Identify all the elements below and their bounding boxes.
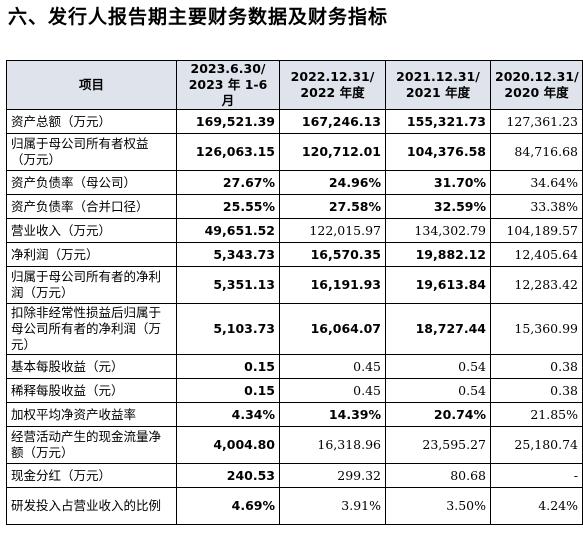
table-row: 归属于母公司所有者权益（万元） 126,063.15 120,712.01 104,3… <box>6 133 583 171</box>
table-row: 扣除非经常性损益后归属于母公司所有者的净利润（万元） 5,103.73 16,064… <box>6 303 583 355</box>
row-value: 16,064.07 <box>279 303 386 355</box>
row-value: 20.74% <box>385 402 491 427</box>
table-row: 基本每股收益（元） 0.15 0.45 0.54 0.38 <box>6 354 583 379</box>
row-value: 23,595.27 <box>385 426 491 464</box>
row-label: 基本每股收益（元） <box>6 354 177 379</box>
row-label: 资产负债率（母公司） <box>6 170 177 195</box>
row-value: 0.38 <box>490 378 583 403</box>
row-label: 经营活动产生的现金流量净额（万元） <box>6 426 177 464</box>
table-row: 净利润（万元） 5,343.73 16,570.35 19,882.12 12,405.… <box>6 242 583 267</box>
header-item: 项目 <box>6 60 177 110</box>
row-value: 33.38% <box>490 194 583 219</box>
row-value: 25.55% <box>176 194 280 219</box>
row-value: 84,716.68 <box>490 133 583 171</box>
header-2021: 2021.12.31/ 2021 年度 <box>385 60 491 110</box>
row-value: 80.68 <box>385 463 491 488</box>
row-value: 0.54 <box>385 354 491 379</box>
row-value: 16,570.35 <box>279 242 386 267</box>
row-value: 122,015.97 <box>279 218 386 243</box>
row-value: 31.70% <box>385 170 491 195</box>
row-label: 归属于母公司所有者权益（万元） <box>6 133 177 171</box>
row-value: 3.50% <box>385 487 491 525</box>
row-value: 27.67% <box>176 170 280 195</box>
row-value: 12,405.64 <box>490 242 583 267</box>
row-value: 49,651.52 <box>176 218 280 243</box>
row-value: 4.24% <box>490 487 583 525</box>
row-value: 5,351.13 <box>176 266 280 304</box>
section-title: 六、发行人报告期主要财务数据及财务指标 <box>8 6 389 28</box>
row-label: 资产负债率（合并口径） <box>6 194 177 219</box>
row-value: 4.34% <box>176 402 280 427</box>
header-2020: 2020.12.31/ 2020 年度 <box>490 60 583 110</box>
row-value: 155,321.73 <box>385 109 491 134</box>
table-row: 经营活动产生的现金流量净额（万元） 4,004.80 16,318.96 23,595… <box>6 426 583 464</box>
row-value: 5,343.73 <box>176 242 280 267</box>
row-value: 240.53 <box>176 463 280 488</box>
row-value: 134,302.79 <box>385 218 491 243</box>
row-label: 资产总额（万元） <box>6 109 177 134</box>
row-value: 34.64% <box>490 170 583 195</box>
row-value: 19,613.84 <box>385 266 491 304</box>
row-value: 4,004.80 <box>176 426 280 464</box>
row-value: 0.38 <box>490 354 583 379</box>
row-value: 169,521.39 <box>176 109 280 134</box>
row-label: 扣除非经常性损益后归属于母公司所有者的净利润（万元） <box>6 303 177 355</box>
row-value: 14.39% <box>279 402 386 427</box>
row-value: 25,180.74 <box>490 426 583 464</box>
row-value: - <box>490 463 583 488</box>
row-value: 126,063.15 <box>176 133 280 171</box>
table-row: 资产负债率（合并口径） 25.55% 27.58% 32.59% 33.38% <box>6 194 583 219</box>
table-row: 研发投入占营业收入的比例 4.69% 3.91% 3.50% 4.24% <box>6 487 583 525</box>
table-row: 归属于母公司所有者的净利润（万元） 5,351.13 16,191.93 19,613… <box>6 266 583 304</box>
table-row: 营业收入（万元） 49,651.52 122,015.97 134,302.79 104… <box>6 218 583 243</box>
row-value: 104,376.58 <box>385 133 491 171</box>
row-value: 12,283.42 <box>490 266 583 304</box>
row-label: 净利润（万元） <box>6 242 177 267</box>
row-value: 0.45 <box>279 354 386 379</box>
row-value: 15,360.99 <box>490 303 583 355</box>
row-value: 167,246.13 <box>279 109 386 134</box>
row-value: 0.15 <box>176 354 280 379</box>
row-label: 营业收入（万元） <box>6 218 177 243</box>
header-2022: 2022.12.31/ 2022 年度 <box>279 60 386 110</box>
row-value: 4.69% <box>176 487 280 525</box>
row-value: 18,727.44 <box>385 303 491 355</box>
row-value: 21.85% <box>490 402 583 427</box>
row-value: 32.59% <box>385 194 491 219</box>
row-label: 研发投入占营业收入的比例 <box>6 487 177 525</box>
row-value: 104,189.57 <box>490 218 583 243</box>
row-value: 0.15 <box>176 378 280 403</box>
row-value: 299.32 <box>279 463 386 488</box>
row-value: 24.96% <box>279 170 386 195</box>
financial-data-table: 项目 2023.6.30/ 2023 年 1-6 月 2022.12.31/ 2… <box>6 60 583 525</box>
table-row: 加权平均净资产收益率 4.34% 14.39% 20.74% 21.85% <box>6 402 583 427</box>
row-value: 5,103.73 <box>176 303 280 355</box>
row-label: 现金分红（万元） <box>6 463 177 488</box>
table-row: 资产总额（万元） 169,521.39 167,246.13 155,321.73 12… <box>6 109 583 134</box>
row-value: 27.58% <box>279 194 386 219</box>
row-value: 0.54 <box>385 378 491 403</box>
row-label: 加权平均净资产收益率 <box>6 402 177 427</box>
row-value: 120,712.01 <box>279 133 386 171</box>
row-value: 3.91% <box>279 487 386 525</box>
row-value: 16,191.93 <box>279 266 386 304</box>
row-value: 0.45 <box>279 378 386 403</box>
table-header-row: 项目 2023.6.30/ 2023 年 1-6 月 2022.12.31/ 2… <box>6 60 583 110</box>
row-value: 19,882.12 <box>385 242 491 267</box>
header-2023h1: 2023.6.30/ 2023 年 1-6 月 <box>176 60 280 110</box>
row-label: 归属于母公司所有者的净利润（万元） <box>6 266 177 304</box>
table-row: 资产负债率（母公司） 27.67% 24.96% 31.70% 34.64% <box>6 170 583 195</box>
table-row: 稀释每股收益（元） 0.15 0.45 0.54 0.38 <box>6 378 583 403</box>
row-value: 16,318.96 <box>279 426 386 464</box>
row-label: 稀释每股收益（元） <box>6 378 177 403</box>
table-row: 现金分红（万元） 240.53 299.32 80.68- <box>6 463 583 488</box>
row-value: 127,361.23 <box>490 109 583 134</box>
